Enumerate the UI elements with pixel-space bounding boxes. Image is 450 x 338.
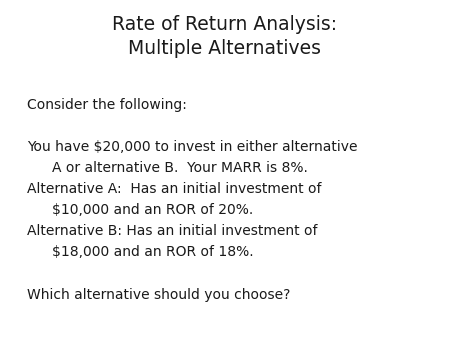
Text: A or alternative B.  Your MARR is 8%.: A or alternative B. Your MARR is 8%. [52,161,308,174]
Text: Which alternative should you choose?: Which alternative should you choose? [27,288,290,302]
Text: Alternative A:  Has an initial investment of: Alternative A: Has an initial investment… [27,182,321,196]
Text: Rate of Return Analysis:
Multiple Alternatives: Rate of Return Analysis: Multiple Altern… [112,15,338,58]
Text: You have $20,000 to invest in either alternative: You have $20,000 to invest in either alt… [27,140,357,154]
Text: Alternative B: Has an initial investment of: Alternative B: Has an initial investment… [27,224,318,238]
Text: $18,000 and an ROR of 18%.: $18,000 and an ROR of 18%. [52,245,253,259]
Text: Consider the following:: Consider the following: [27,98,187,112]
Text: $10,000 and an ROR of 20%.: $10,000 and an ROR of 20%. [52,203,253,217]
